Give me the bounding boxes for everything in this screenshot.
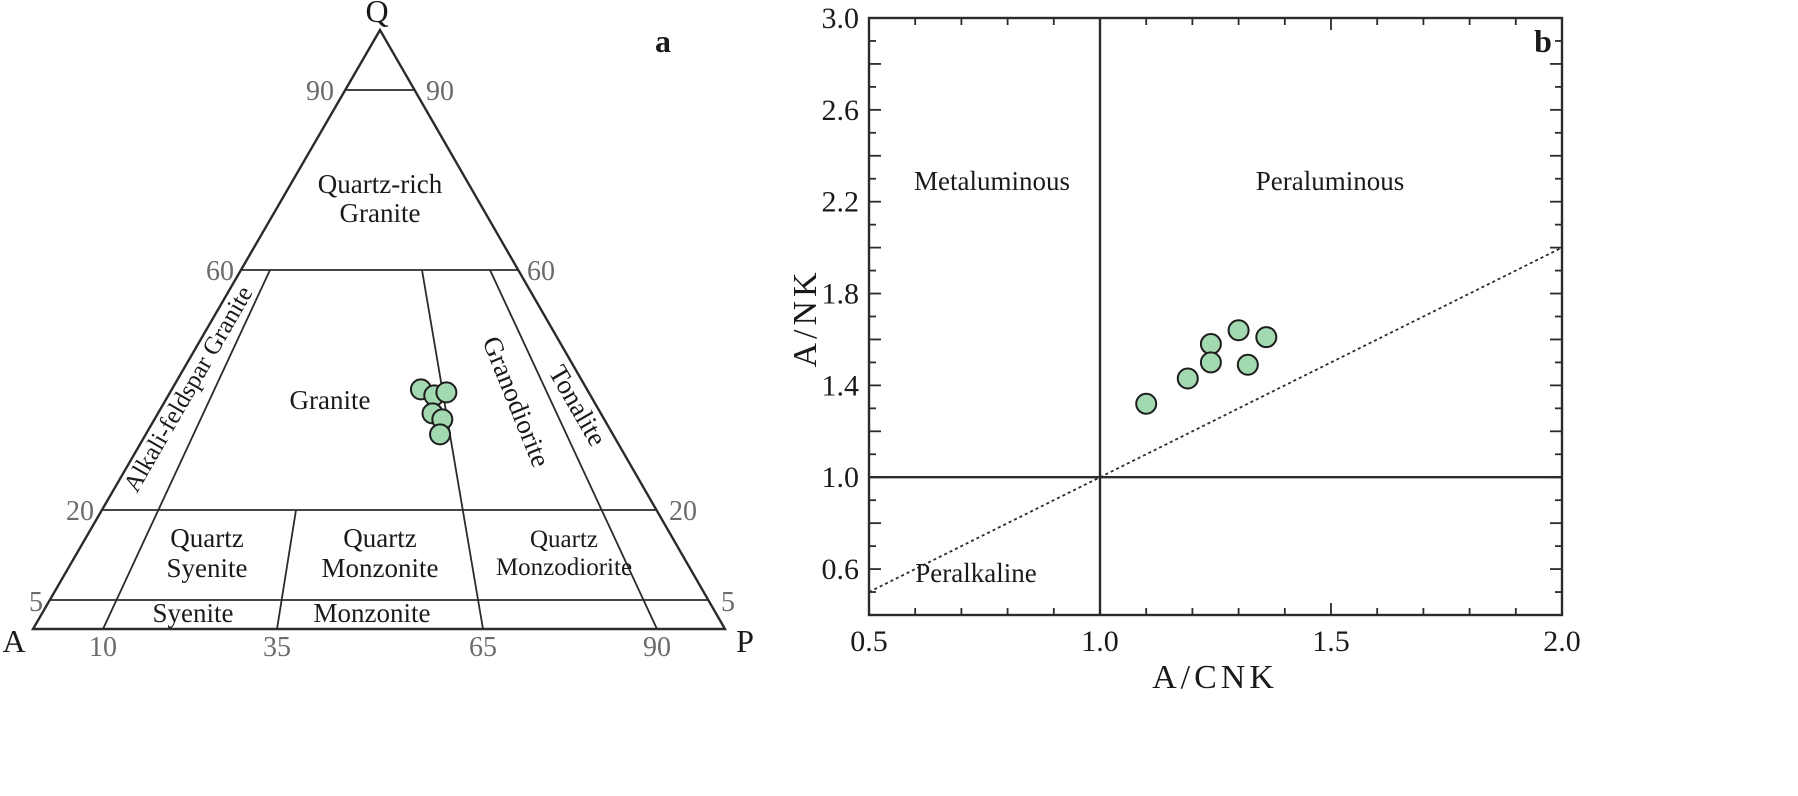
field-monzonite: Monzonite	[314, 598, 431, 628]
x-tick-label: 1.5	[1312, 625, 1350, 658]
field-syenite: Syenite	[153, 598, 234, 628]
axis-tick-labels: 0.5 1.0 1.5 2.0 0.6 1.0 1.4 1.8 2.2 2.6 3.0	[822, 2, 1581, 658]
field-quartz-monzonite-line1: Quartz	[343, 523, 416, 553]
ternary-data-point	[435, 381, 458, 404]
field-quartz-rich-line1: Quartz-rich	[318, 169, 443, 199]
dashed-boundary	[868, 246, 1563, 593]
p65-line	[421, 269, 484, 630]
q90-label-right: 90	[426, 76, 454, 107]
data-point	[1176, 367, 1199, 390]
data-point	[1236, 353, 1259, 376]
ternary-points	[409, 378, 458, 446]
data-point	[1227, 319, 1250, 342]
field-quartz-syenite-line2: Syenite	[167, 553, 248, 583]
x-axis-title: A/CNK	[1152, 659, 1278, 696]
field-granodiorite: Granodiorite	[477, 332, 556, 471]
q60-label-right: 60	[527, 256, 555, 287]
y-tick-label: 2.2	[822, 186, 860, 219]
ternary-data-point	[429, 423, 452, 446]
field-quartz-monzodiorite-line1: Quartz	[530, 526, 598, 553]
y-tick-label: 2.6	[822, 94, 860, 127]
corner-q-label: Q	[365, 0, 388, 29]
data-points	[1135, 319, 1278, 415]
x-tick-label: 2.0	[1543, 625, 1581, 658]
region-peralkaline: Peralkaline	[915, 558, 1036, 588]
x-tick-label: 0.5	[850, 625, 888, 658]
p35-label: 35	[263, 632, 291, 663]
data-point	[1199, 351, 1222, 374]
p10-label: 10	[89, 632, 117, 663]
data-point	[1255, 326, 1278, 349]
plot-frame	[867, 16, 1564, 617]
panel-a-label: a	[655, 23, 671, 59]
corner-p-label: P	[736, 623, 754, 659]
region-peraluminous: Peraluminous	[1256, 166, 1405, 196]
ternary-outline	[30, 27, 728, 631]
region-metaluminous: Metaluminous	[914, 166, 1070, 196]
q20-label-left: 20	[66, 496, 94, 527]
p90-label: 90	[643, 632, 671, 663]
y-tick-label: 3.0	[822, 2, 860, 35]
q5-label-right: 5	[721, 587, 735, 618]
y-tick-label: 0.6	[822, 553, 860, 586]
q5-label-left: 5	[29, 587, 43, 618]
field-quartz-monzonite-line2: Monzonite	[322, 553, 439, 583]
q20-label-right: 20	[669, 496, 697, 527]
field-granite: Granite	[290, 385, 371, 415]
p90-line	[489, 269, 658, 630]
y-tick-label: 1.4	[822, 369, 860, 402]
corner-a-label: A	[2, 623, 25, 659]
axis-ticks	[868, 17, 1563, 616]
y-axis-title: A/NK	[787, 268, 824, 367]
p10-line	[102, 269, 271, 630]
data-point	[1135, 392, 1158, 415]
data-point	[1199, 333, 1222, 356]
field-quartz-monzodiorite-line2: Monzodiorite	[496, 554, 632, 581]
q60-label-left: 60	[206, 256, 234, 287]
field-quartz-syenite-line1: Quartz	[170, 523, 243, 553]
field-quartz-rich-line2: Granite	[340, 198, 421, 228]
q90-label-left: 90	[306, 76, 334, 107]
p65-label: 65	[469, 632, 497, 663]
shand-index-plot: 0.5 1.0 1.5 2.0 0.6 1.0 1.4 1.8 2.2 2.6 3.0 Metalu…	[787, 2, 1581, 696]
field-alkali-feldspar-granite: Alkali-feldspar Granite	[119, 282, 259, 497]
y-tick-label: 1.0	[822, 461, 860, 494]
x-tick-label: 1.0	[1081, 625, 1119, 658]
qap-ternary-diagram: Q A P 90 90 60 60 20 20 5 5 10 35 65 90 …	[2, 0, 753, 663]
p35-line	[276, 509, 297, 630]
y-tick-label: 1.8	[822, 278, 860, 311]
panel-b-label: b	[1534, 23, 1552, 59]
